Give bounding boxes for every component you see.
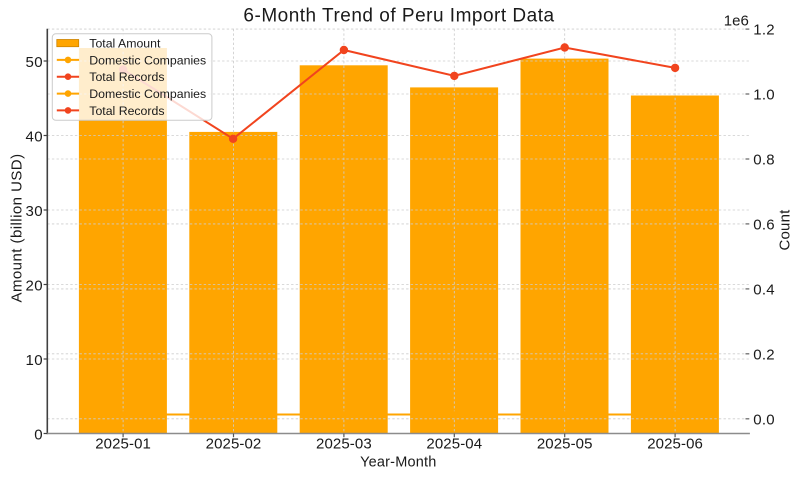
svg-text:1.0: 1.0: [753, 87, 774, 104]
svg-text:50: 50: [26, 54, 44, 71]
svg-text:Count: Count: [777, 209, 794, 251]
svg-text:Total Records: Total Records: [89, 104, 164, 118]
svg-text:2025-05: 2025-05: [537, 436, 593, 453]
svg-text:20: 20: [26, 278, 44, 295]
svg-text:Amount (billion USD): Amount (billion USD): [9, 153, 26, 302]
svg-text:0.8: 0.8: [753, 152, 774, 169]
svg-text:Domestic Companies: Domestic Companies: [89, 87, 206, 101]
svg-text:0.4: 0.4: [753, 281, 774, 298]
svg-text:0.6: 0.6: [753, 216, 774, 233]
svg-text:Year-Month: Year-Month: [360, 455, 436, 471]
svg-text:2025-06: 2025-06: [647, 436, 703, 453]
svg-text:0: 0: [34, 427, 43, 444]
svg-text:2025-04: 2025-04: [426, 436, 482, 453]
svg-text:1.2: 1.2: [753, 22, 774, 39]
svg-text:0.2: 0.2: [753, 346, 774, 363]
svg-text:Domestic Companies: Domestic Companies: [89, 53, 206, 67]
svg-text:10: 10: [26, 352, 44, 369]
svg-text:Total Records: Total Records: [89, 70, 164, 84]
svg-text:30: 30: [26, 203, 44, 220]
svg-text:2025-01: 2025-01: [95, 436, 151, 453]
svg-text:1e6: 1e6: [724, 13, 749, 30]
svg-text:0.0: 0.0: [753, 411, 774, 428]
svg-text:40: 40: [26, 129, 44, 146]
svg-text:2025-02: 2025-02: [206, 436, 262, 453]
svg-text:Total Amount: Total Amount: [89, 36, 161, 50]
svg-text:2025-03: 2025-03: [316, 436, 372, 453]
svg-text:6-Month Trend of Peru Import D: 6-Month Trend of Peru Import Data: [243, 5, 554, 26]
